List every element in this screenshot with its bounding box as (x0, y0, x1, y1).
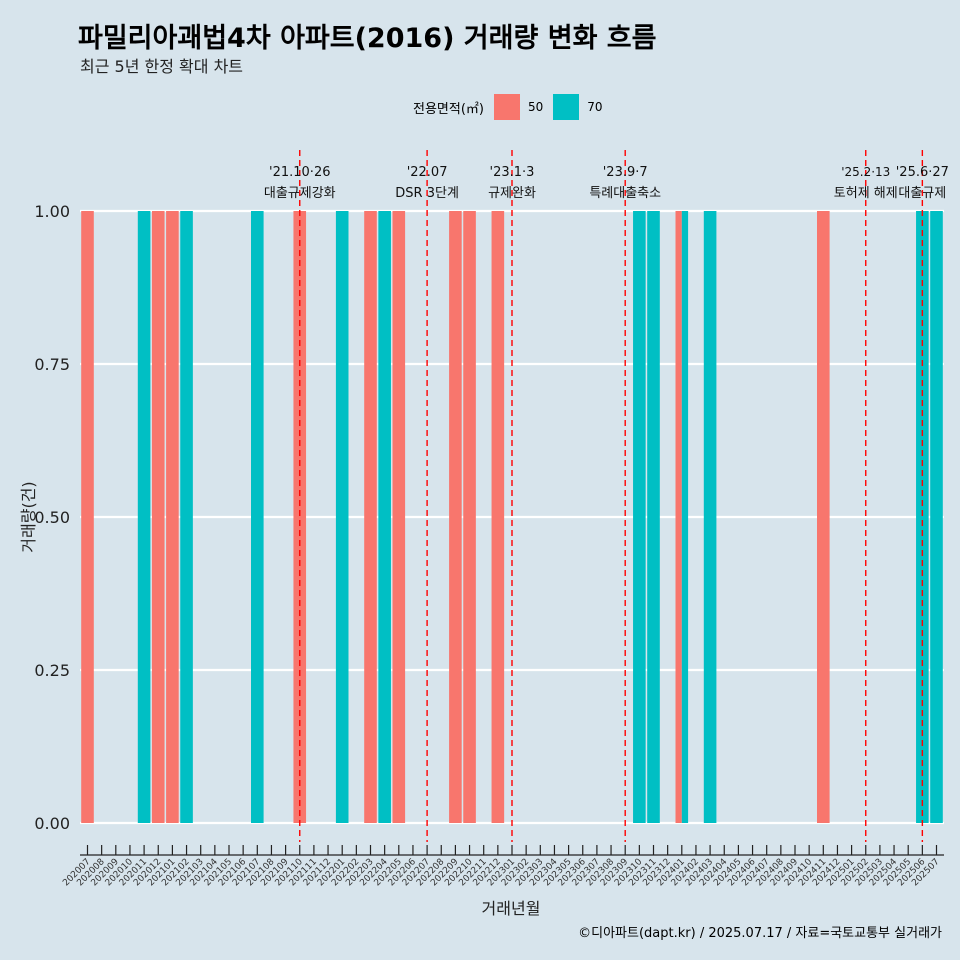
event-date: '25.2·13 (841, 165, 890, 179)
event-label: 대출규제강화 (264, 186, 336, 201)
event-date: '25.6·27 (896, 165, 949, 180)
bar-50-202012 (151, 211, 165, 823)
bar-70-202310 (633, 211, 646, 823)
bar-50-202210 (463, 211, 476, 823)
bar-70-202311 (647, 211, 660, 823)
bar-50-202203 (364, 211, 377, 823)
legend-key-50 (493, 94, 520, 120)
bar-70-202102 (180, 211, 193, 823)
bar-50-202101 (166, 211, 179, 823)
bar-70-202403 (703, 211, 717, 823)
y-tick-label: 0.75 (34, 355, 70, 374)
legend-label-50: 50 (527, 100, 544, 114)
bar-50-202110 (293, 211, 307, 823)
event-label: 특례대출축소 (589, 186, 661, 201)
bar-50-202209 (449, 211, 462, 823)
bar-50-202411 (817, 211, 830, 823)
y-axis-title: 거래량(건) (19, 481, 38, 552)
event-date: '23.1·3 (490, 165, 535, 180)
event-date: '23.9·7 (603, 165, 648, 180)
y-tick-label: 0.00 (34, 814, 70, 833)
chart-title: 파밀리아괘법4차 아파트(2016) 거래량 변화 흐름 (78, 23, 657, 54)
event-label: 토허제 해제 (834, 186, 898, 201)
event-date: '22.07 (407, 165, 448, 180)
event-label: DSR 3단계 (395, 186, 459, 201)
event-label: 대출규제 (898, 186, 946, 201)
bar-70-202401 (681, 211, 689, 823)
source-caption: ©디아파트(dapt.kr) / 2025.07.17 / 자료=국토교통부 실… (578, 926, 942, 941)
event-date: '21.10·26 (269, 165, 330, 180)
chart-subtitle: 최근 5년 한정 확대 차트 (80, 57, 244, 76)
bar-70-202107 (251, 211, 264, 823)
x-axis-title: 거래년월 (482, 899, 541, 918)
bar-70-202506 (916, 211, 929, 823)
bar-50-202212 (491, 211, 505, 823)
bar-70-202201 (335, 211, 349, 823)
bar-70-202507 (930, 211, 943, 823)
bar-70-202011 (137, 211, 151, 823)
legend-key-70 (553, 94, 580, 120)
bar-70-202204 (378, 211, 391, 823)
legend: 전용면적(㎡) 50 70 (413, 92, 613, 122)
y-tick-label: 0.50 (34, 508, 70, 527)
legend-title: 전용면적(㎡) (413, 101, 484, 117)
bar-50-202205 (392, 211, 406, 823)
y-tick-label: 1.00 (34, 202, 70, 221)
legend-label-70: 70 (587, 100, 603, 114)
bar-50-202401 (675, 211, 682, 823)
event-label: 규제완화 (488, 186, 536, 201)
y-tick-label: 0.25 (34, 661, 70, 680)
bar-50-202007 (81, 211, 94, 823)
